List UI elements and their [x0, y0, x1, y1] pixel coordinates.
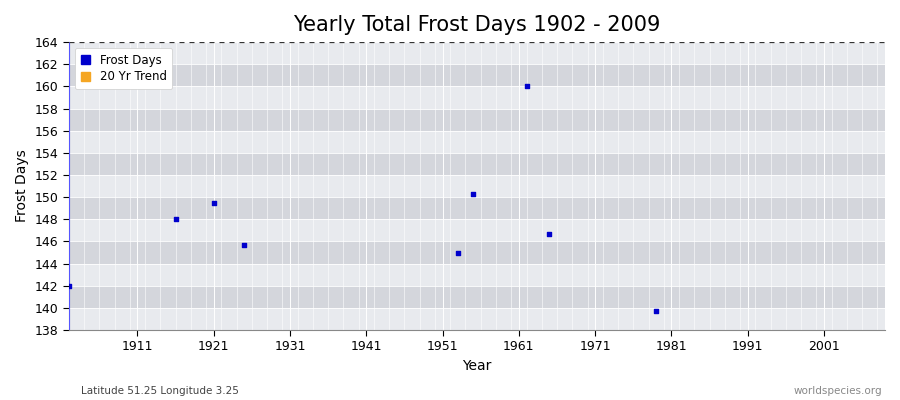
Bar — [68, 86, 885, 108]
Point — [542, 230, 556, 237]
Bar — [68, 242, 885, 264]
Text: worldspecies.org: worldspecies.org — [794, 386, 882, 396]
Title: Yearly Total Frost Days 1902 - 2009: Yearly Total Frost Days 1902 - 2009 — [293, 15, 661, 35]
Bar — [68, 286, 885, 308]
Point — [466, 191, 481, 197]
X-axis label: Year: Year — [463, 359, 491, 373]
Point — [237, 242, 251, 248]
Point — [451, 249, 465, 256]
Y-axis label: Frost Days: Frost Days — [15, 150, 29, 222]
Point — [207, 200, 221, 206]
Bar — [68, 153, 885, 175]
Bar — [68, 175, 885, 197]
Bar — [68, 108, 885, 131]
Point — [519, 83, 534, 90]
Bar — [68, 42, 885, 64]
Bar — [68, 64, 885, 86]
Point — [61, 282, 76, 289]
Point — [168, 216, 183, 222]
Bar — [68, 308, 885, 330]
Bar — [68, 264, 885, 286]
Bar — [68, 219, 885, 242]
Text: Latitude 51.25 Longitude 3.25: Latitude 51.25 Longitude 3.25 — [81, 386, 239, 396]
Bar — [68, 131, 885, 153]
Bar — [68, 197, 885, 219]
Legend: Frost Days, 20 Yr Trend: Frost Days, 20 Yr Trend — [75, 48, 173, 89]
Point — [649, 308, 663, 314]
